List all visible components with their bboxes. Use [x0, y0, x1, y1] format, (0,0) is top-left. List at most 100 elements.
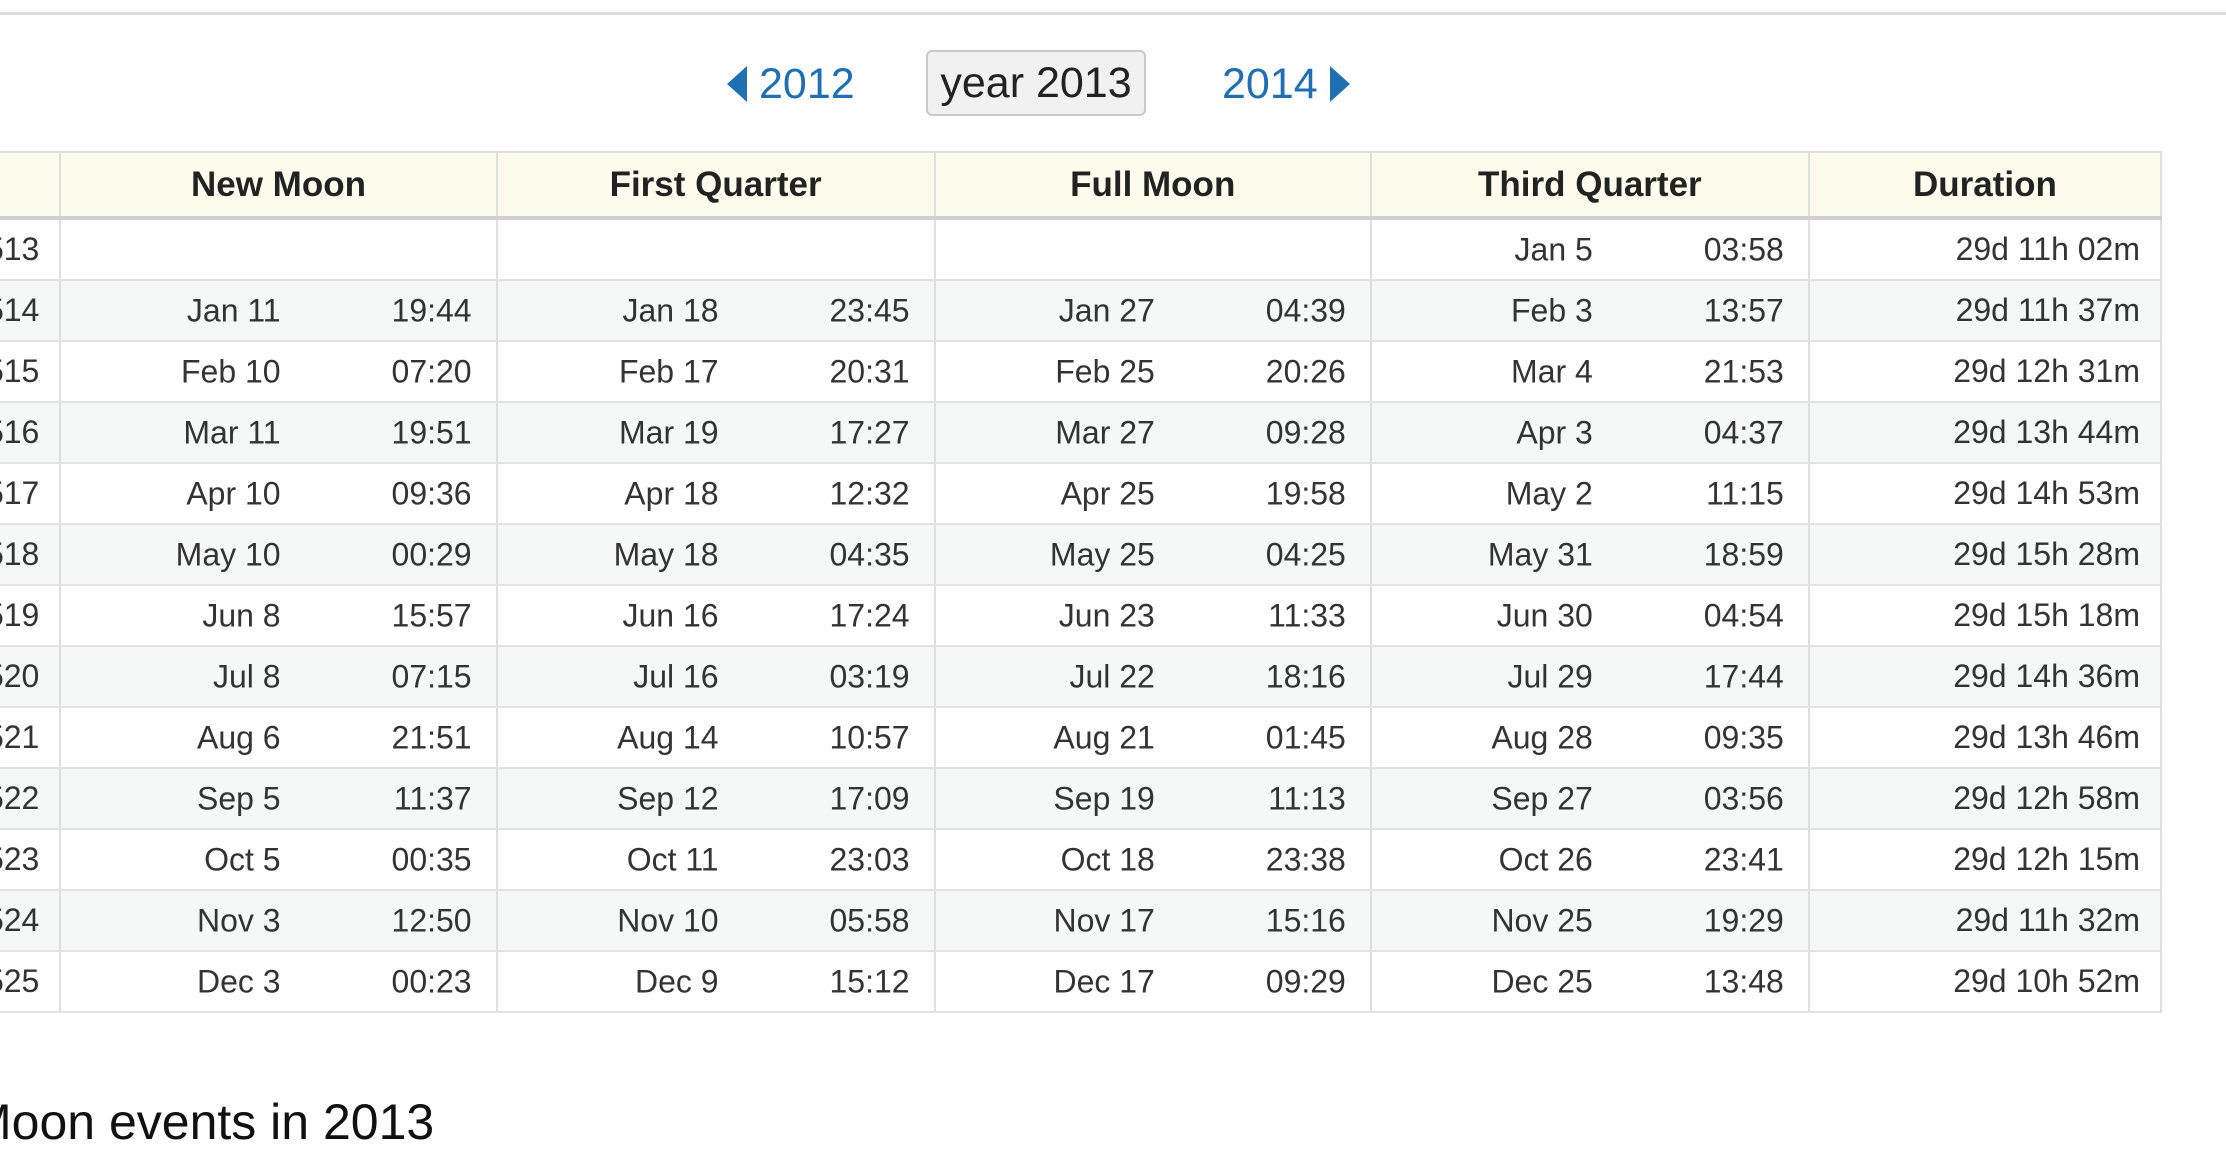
first-quarter-cell: Sep 12 17:09: [495, 768, 936, 830]
full-moon-date: Apr 25: [1060, 475, 1155, 511]
new-moon-cell: Jul 8 07:15: [59, 646, 498, 708]
lunation-number: 1513: [0, 218, 62, 281]
header-new-moon: New Moon: [59, 151, 498, 220]
third-quarter-date: Jun 30: [1496, 597, 1593, 633]
first-quarter-cell: Jun 16 17:24: [495, 585, 936, 647]
first-quarter-cell: Oct 11 23:03: [495, 829, 936, 891]
first-quarter-time: 03:19: [829, 658, 910, 694]
table-row: 1514 Jan 11 19:44 Jan 18 23:45 Jan 27 04:39 Feb…: [0, 280, 2163, 342]
first-quarter-time: 23:45: [829, 292, 910, 328]
first-quarter-date: Mar 19: [618, 414, 719, 450]
new-moon-cell: May 10 00:29: [59, 524, 498, 586]
table-row: 1516 Mar 11 19:51 Mar 19 17:27 Mar 27 09:28 Apr…: [0, 402, 2163, 464]
third-quarter-time: 13:57: [1703, 292, 1784, 328]
duration-cell: 29d 13h 44m: [1807, 402, 2163, 464]
header-third-quarter: Third Quarter: [1369, 151, 1810, 220]
first-quarter-time: 10:57: [829, 719, 910, 755]
table-row: 1517 Apr 10 09:36 Apr 18 12:32 Apr 25 19:58 May…: [0, 463, 2163, 525]
first-quarter-cell: May 18 04:35: [495, 524, 936, 586]
header-first-quarter: First Quarter: [495, 151, 936, 220]
new-moon-date: Nov 3: [197, 902, 281, 938]
first-quarter-date: May 18: [613, 536, 719, 572]
first-quarter-time: 23:03: [829, 841, 910, 877]
table-row: 1525 Dec 3 00:23 Dec 9 15:12 Dec 17 09:29 Dec 2…: [0, 951, 2163, 1013]
third-quarter-date: Nov 25: [1491, 902, 1593, 938]
third-quarter-cell: May 2 11:15: [1369, 463, 1810, 525]
third-quarter-cell: Nov 25 19:29: [1369, 890, 1810, 952]
prev-year-label: 2012: [759, 59, 855, 108]
new-moon-cell: Dec 3 00:23: [59, 951, 498, 1013]
third-quarter-date: May 31: [1487, 536, 1593, 572]
full-moon-time: 04:39: [1265, 292, 1346, 328]
third-quarter-time: 21:53: [1703, 353, 1784, 389]
third-quarter-date: May 2: [1505, 475, 1593, 511]
full-moon-cell: Dec 17 09:29: [933, 951, 1372, 1013]
lunation-number: 1519: [0, 585, 62, 647]
full-moon-date: Jul 22: [1069, 658, 1155, 694]
current-year-button[interactable]: year 2013: [926, 50, 1146, 116]
lunation-number: 1521: [0, 707, 62, 769]
first-quarter-cell: Nov 10 05:58: [495, 890, 936, 952]
duration-cell: 29d 13h 46m: [1807, 707, 2163, 769]
full-moon-cell: Jan 27 04:39: [933, 280, 1372, 342]
full-moon-time: 09:29: [1265, 963, 1346, 999]
full-moon-time: 11:33: [1268, 597, 1346, 633]
first-quarter-cell: Jul 16 03:19: [495, 646, 936, 708]
third-quarter-time: 04:37: [1703, 414, 1784, 450]
duration-cell: 29d 11h 37m: [1807, 280, 2163, 342]
lunation-number: 1523: [0, 829, 62, 891]
full-moon-time: 18:16: [1265, 658, 1346, 694]
first-quarter-time: 17:24: [829, 597, 910, 633]
moon-phases-table: New Moon First Quarter Full Moon Third Q…: [0, 151, 2163, 1013]
full-moon-cell: Jun 23 11:33: [933, 585, 1372, 647]
first-quarter-date: Jul 16: [633, 658, 719, 694]
third-quarter-time: 18:59: [1703, 536, 1784, 572]
first-quarter-cell: [495, 218, 936, 281]
third-quarter-date: Sep 27: [1491, 780, 1593, 816]
third-quarter-time: 17:44: [1703, 658, 1784, 694]
top-divider: [0, 12, 2226, 15]
third-quarter-cell: Oct 26 23:41: [1369, 829, 1810, 891]
full-moon-date: Feb 25: [1055, 353, 1155, 389]
full-moon-cell: Nov 17 15:16: [933, 890, 1372, 952]
new-moon-date: Dec 3: [197, 963, 281, 999]
full-moon-time: 20:26: [1265, 353, 1346, 389]
lunation-number: 1520: [0, 646, 62, 708]
next-year-link[interactable]: 2014: [1222, 56, 1350, 112]
full-moon-cell: Sep 19 11:13: [933, 768, 1372, 830]
full-moon-cell: Jul 22 18:16: [933, 646, 1372, 708]
lunation-number: 1517: [0, 463, 62, 525]
new-moon-date: Feb 10: [180, 353, 281, 389]
full-moon-time: 23:38: [1265, 841, 1346, 877]
full-moon-time: 19:58: [1265, 475, 1346, 511]
full-moon-date: Nov 17: [1053, 902, 1155, 938]
new-moon-cell: Oct 5 00:35: [59, 829, 498, 891]
third-quarter-time: 11:15: [1706, 475, 1784, 511]
table-header-row: New Moon First Quarter Full Moon Third Q…: [0, 151, 2163, 220]
full-moon-date: Dec 17: [1053, 963, 1155, 999]
year-navigation: 2012 year 2013 2014: [0, 50, 2226, 118]
lunation-number: 1524: [0, 890, 62, 952]
third-quarter-time: 19:29: [1703, 902, 1784, 938]
new-moon-date: Jan 11: [186, 292, 281, 328]
full-moon-cell: Feb 25 20:26: [933, 341, 1372, 403]
first-quarter-date: Apr 18: [624, 475, 719, 511]
lunation-number: 1516: [0, 402, 62, 464]
first-quarter-date: Dec 9: [634, 963, 719, 999]
full-moon-time: 15:16: [1265, 902, 1346, 938]
third-quarter-date: Apr 3: [1516, 414, 1593, 450]
duration-cell: 29d 11h 02m: [1807, 218, 2163, 281]
full-moon-time: 01:45: [1265, 719, 1346, 755]
first-quarter-cell: Feb 17 20:31: [495, 341, 936, 403]
prev-year-link[interactable]: 2012: [727, 56, 855, 112]
duration-cell: 29d 15h 18m: [1807, 585, 2163, 647]
new-moon-time: 19:44: [391, 292, 472, 328]
full-moon-date: Oct 18: [1060, 841, 1155, 877]
third-quarter-date: Jan 5: [1514, 231, 1593, 267]
duration-cell: 29d 10h 52m: [1807, 951, 2163, 1013]
new-moon-cell: Jun 8 15:57: [59, 585, 498, 647]
first-quarter-date: Jun 16: [622, 597, 719, 633]
